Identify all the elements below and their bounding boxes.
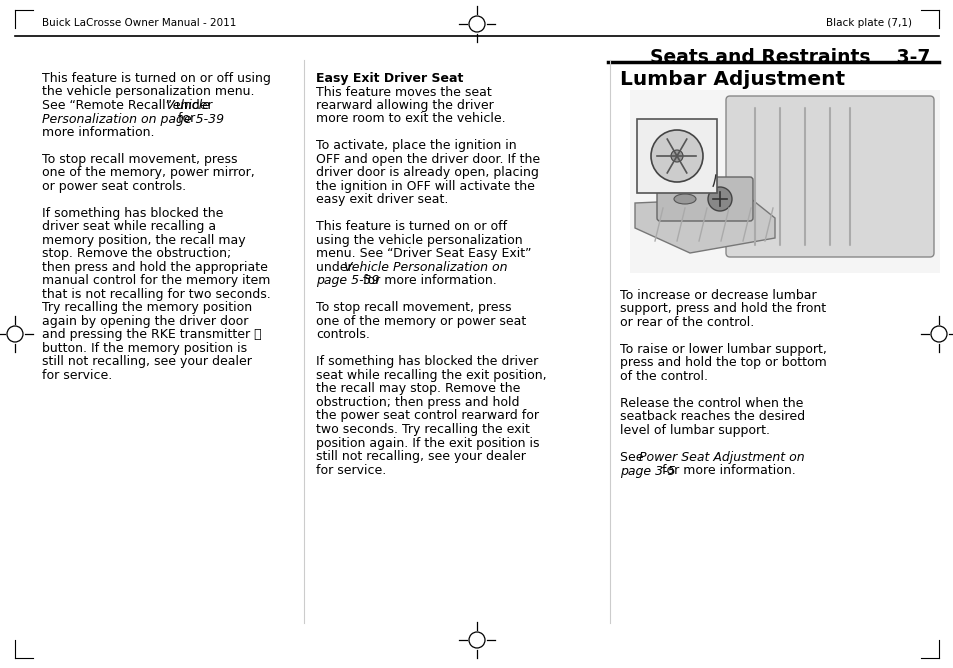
Text: level of lumbar support.: level of lumbar support. bbox=[619, 424, 769, 437]
Text: for more information.: for more information. bbox=[358, 275, 496, 287]
Text: that is not recalling for two seconds.: that is not recalling for two seconds. bbox=[42, 288, 271, 301]
Circle shape bbox=[670, 150, 682, 162]
Text: and pressing the RKE transmitter 🔒: and pressing the RKE transmitter 🔒 bbox=[42, 329, 261, 341]
Text: or rear of the control.: or rear of the control. bbox=[619, 316, 754, 329]
Text: support, press and hold the front: support, press and hold the front bbox=[619, 303, 825, 315]
FancyBboxPatch shape bbox=[637, 119, 717, 193]
Text: the vehicle personalization menu.: the vehicle personalization menu. bbox=[42, 86, 254, 98]
Text: more room to exit the vehicle.: more room to exit the vehicle. bbox=[315, 112, 505, 126]
Text: the power seat control rearward for: the power seat control rearward for bbox=[315, 409, 538, 422]
Polygon shape bbox=[635, 198, 774, 253]
FancyBboxPatch shape bbox=[629, 90, 939, 273]
Text: To increase or decrease lumbar: To increase or decrease lumbar bbox=[619, 289, 816, 302]
Text: for: for bbox=[174, 112, 195, 126]
Text: more information.: more information. bbox=[42, 126, 154, 139]
Text: again by opening the driver door: again by opening the driver door bbox=[42, 315, 248, 328]
Text: page 5-39: page 5-39 bbox=[315, 275, 379, 287]
FancyBboxPatch shape bbox=[657, 177, 752, 221]
Text: driver door is already open, placing: driver door is already open, placing bbox=[315, 166, 538, 180]
Text: Vehicle: Vehicle bbox=[165, 99, 210, 112]
Text: under: under bbox=[315, 261, 356, 274]
Text: Try recalling the memory position: Try recalling the memory position bbox=[42, 301, 252, 315]
Ellipse shape bbox=[673, 194, 696, 204]
Text: Seats and Restraints    3-7: Seats and Restraints 3-7 bbox=[649, 48, 929, 67]
Text: then press and hold the appropriate: then press and hold the appropriate bbox=[42, 261, 268, 274]
Text: Vehicle Personalization on: Vehicle Personalization on bbox=[344, 261, 507, 274]
FancyBboxPatch shape bbox=[725, 96, 933, 257]
Text: or power seat controls.: or power seat controls. bbox=[42, 180, 186, 193]
Text: controls.: controls. bbox=[315, 329, 370, 341]
Text: Buick LaCrosse Owner Manual - 2011: Buick LaCrosse Owner Manual - 2011 bbox=[42, 18, 236, 28]
Text: memory position, the recall may: memory position, the recall may bbox=[42, 234, 245, 247]
Text: manual control for the memory item: manual control for the memory item bbox=[42, 275, 270, 287]
Text: seatback reaches the desired: seatback reaches the desired bbox=[619, 411, 804, 424]
Text: To stop recall movement, press: To stop recall movement, press bbox=[42, 153, 237, 166]
Text: the recall may stop. Remove the: the recall may stop. Remove the bbox=[315, 383, 519, 395]
Text: page 3-5: page 3-5 bbox=[619, 464, 675, 478]
Text: still not recalling, see your dealer: still not recalling, see your dealer bbox=[315, 450, 525, 463]
Text: Black plate (7,1): Black plate (7,1) bbox=[825, 18, 911, 28]
Text: one of the memory, power mirror,: one of the memory, power mirror, bbox=[42, 166, 254, 180]
Text: driver seat while recalling a: driver seat while recalling a bbox=[42, 220, 216, 234]
Text: To stop recall movement, press: To stop recall movement, press bbox=[315, 301, 511, 315]
Text: See: See bbox=[619, 451, 647, 464]
Text: for service.: for service. bbox=[42, 369, 112, 382]
Circle shape bbox=[707, 187, 731, 211]
Text: of the control.: of the control. bbox=[619, 370, 707, 383]
Text: still not recalling, see your dealer: still not recalling, see your dealer bbox=[42, 355, 252, 369]
Text: button. If the memory position is: button. If the memory position is bbox=[42, 342, 247, 355]
Text: Power Seat Adjustment on: Power Seat Adjustment on bbox=[639, 451, 803, 464]
Text: for more information.: for more information. bbox=[658, 464, 795, 478]
Text: for service.: for service. bbox=[315, 464, 386, 476]
Text: the ignition in OFF will activate the: the ignition in OFF will activate the bbox=[315, 180, 535, 193]
Text: This feature moves the seat: This feature moves the seat bbox=[315, 86, 491, 98]
Text: seat while recalling the exit position,: seat while recalling the exit position, bbox=[315, 369, 546, 382]
Text: See “Remote Recall” under: See “Remote Recall” under bbox=[42, 99, 216, 112]
Text: If something has blocked the: If something has blocked the bbox=[42, 207, 223, 220]
Text: This feature is turned on or off: This feature is turned on or off bbox=[315, 220, 507, 234]
Text: stop. Remove the obstruction;: stop. Remove the obstruction; bbox=[42, 248, 231, 261]
Text: two seconds. Try recalling the exit: two seconds. Try recalling the exit bbox=[315, 423, 529, 436]
Circle shape bbox=[650, 130, 702, 182]
Text: To raise or lower lumbar support,: To raise or lower lumbar support, bbox=[619, 343, 826, 356]
Text: press and hold the top or bottom: press and hold the top or bottom bbox=[619, 357, 826, 369]
Text: Easy Exit Driver Seat: Easy Exit Driver Seat bbox=[315, 72, 463, 85]
Text: Release the control when the: Release the control when the bbox=[619, 397, 802, 410]
Text: rearward allowing the driver: rearward allowing the driver bbox=[315, 99, 494, 112]
Text: menu. See “Driver Seat Easy Exit”: menu. See “Driver Seat Easy Exit” bbox=[315, 248, 531, 261]
Text: Lumbar Adjustment: Lumbar Adjustment bbox=[619, 70, 844, 89]
Text: Personalization on page 5-39: Personalization on page 5-39 bbox=[42, 112, 224, 126]
Text: If something has blocked the driver: If something has blocked the driver bbox=[315, 355, 537, 369]
Text: To activate, place the ignition in: To activate, place the ignition in bbox=[315, 140, 517, 152]
Text: easy exit driver seat.: easy exit driver seat. bbox=[315, 194, 448, 206]
Text: This feature is turned on or off using: This feature is turned on or off using bbox=[42, 72, 271, 85]
Text: obstruction; then press and hold: obstruction; then press and hold bbox=[315, 396, 519, 409]
Text: OFF and open the driver door. If the: OFF and open the driver door. If the bbox=[315, 153, 539, 166]
Text: one of the memory or power seat: one of the memory or power seat bbox=[315, 315, 526, 328]
Text: using the vehicle personalization: using the vehicle personalization bbox=[315, 234, 522, 247]
Text: position again. If the exit position is: position again. If the exit position is bbox=[315, 436, 539, 450]
